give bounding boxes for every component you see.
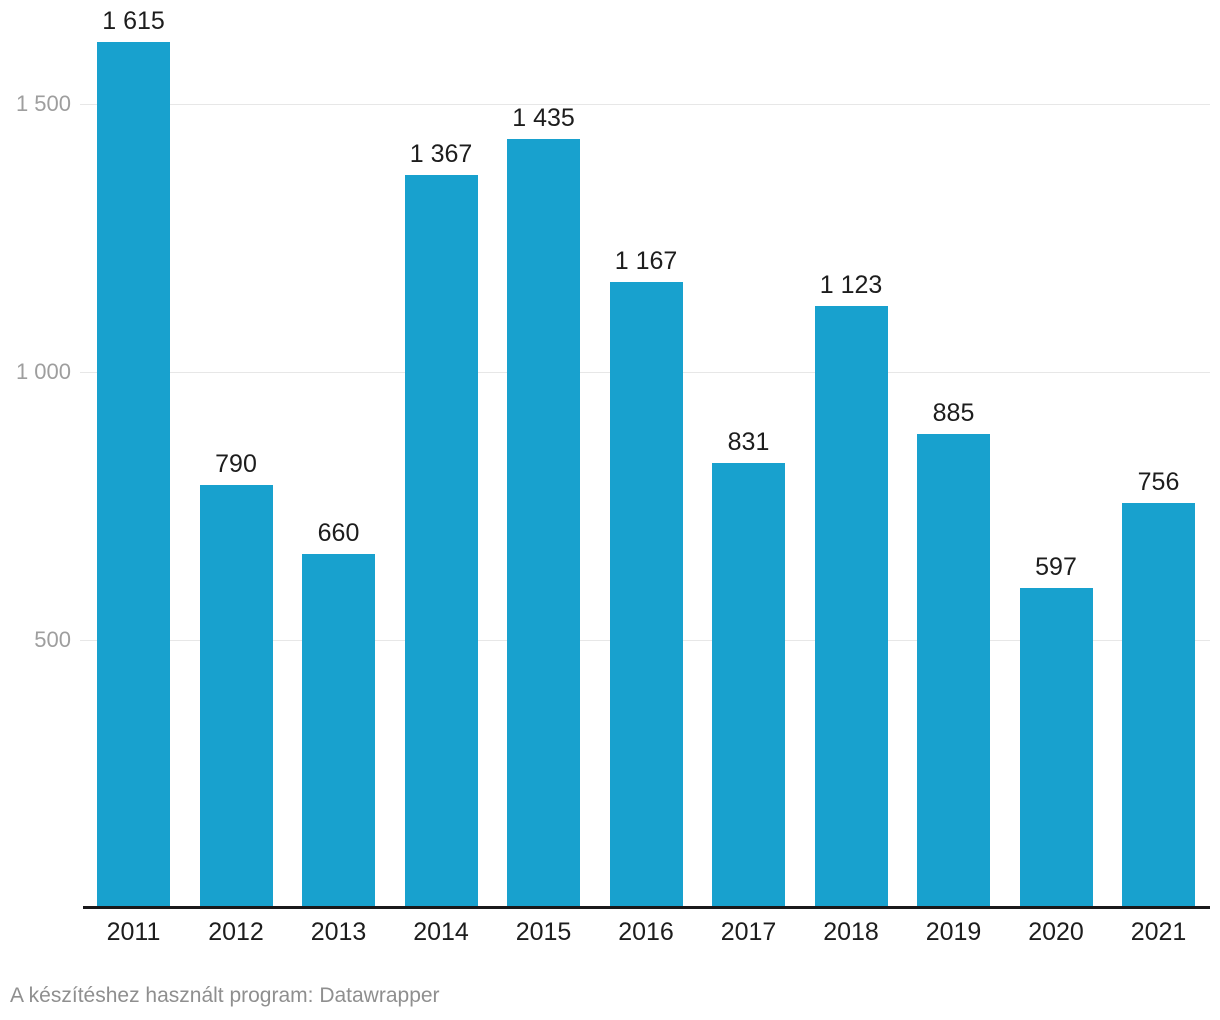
bar-value-label: 1 367 (409, 140, 473, 168)
bar-value-label: 597 (1035, 553, 1077, 581)
bar-2015 (507, 139, 580, 908)
bar-2011 (97, 42, 170, 908)
bars: 1 615 790 660 1 367 1 435 1 167 831 1 123 885 597… (97, 0, 1195, 908)
y-tick-label-1500: 1 500 (15, 91, 71, 116)
x-tick-label-2020: 2020 (1028, 918, 1084, 946)
bar-value-label: 660 (317, 519, 360, 547)
bar-2018 (814, 306, 888, 908)
x-tick-label-2018: 2018 (823, 918, 879, 946)
x-tick-label-2016: 2016 (618, 918, 674, 946)
bar-value-label: 1 435 (512, 104, 575, 132)
x-tick-label-2019: 2019 (925, 918, 982, 946)
bar-value-label: 1 123 (819, 271, 883, 299)
bar-group-2015: 1 435 (507, 104, 580, 908)
bar-2016 (609, 282, 683, 908)
attribution-text: A készítéshez használt program: Datawrap… (10, 984, 440, 1007)
x-axis-labels: 2011 2012 2013 2014 2015 2016 2017 2018 2019 2020… (97, 917, 1195, 947)
x-tick-label-2013: 2013 (310, 918, 367, 946)
bar-value-label: 790 (215, 450, 257, 478)
bar-value-label: 1 615 (102, 7, 165, 35)
bar-group-2014: 1 367 (404, 140, 478, 908)
bar-group-2019: 885 (917, 399, 990, 908)
bar-group-2013: 660 (302, 519, 375, 908)
bar-value-label: 831 (727, 428, 770, 456)
x-tick-label-2015: 2015 (515, 918, 572, 946)
y-tick-label-500: 500 (34, 627, 71, 652)
bar-group-2016: 1 167 (609, 247, 683, 908)
x-tick-label-2011: 2011 (106, 918, 161, 946)
bar-2021 (1122, 503, 1195, 908)
bar-2019 (917, 434, 990, 908)
bar-value-label: 1 167 (614, 247, 678, 275)
gridline-1500 (80, 104, 1210, 105)
bar-value-label: 885 (932, 399, 975, 427)
x-tick-label-2017: 2017 (720, 918, 777, 946)
x-tick-label-2021: 2021 (1130, 918, 1187, 946)
y-tick-label-1000: 1 000 (15, 359, 71, 384)
bar-group-2012: 790 (199, 450, 273, 908)
bar-2013 (302, 554, 375, 908)
bar-2014 (404, 175, 478, 908)
bar-group-2011: 1 615 (97, 7, 170, 908)
bar-value-label: 756 (1137, 468, 1180, 496)
x-tick-label-2014: 2014 (413, 918, 469, 946)
bar-group-2021: 756 (1122, 468, 1195, 908)
x-axis-line (83, 906, 1210, 909)
bar-group-2020: 597 (1019, 553, 1093, 908)
bar-2020 (1019, 588, 1093, 908)
bar-2012 (199, 485, 273, 908)
bar-group-2018: 1 123 (814, 271, 888, 908)
bar-2017 (712, 463, 785, 908)
bar-group-2017: 831 (712, 428, 785, 908)
x-tick-label-2012: 2012 (208, 918, 264, 946)
